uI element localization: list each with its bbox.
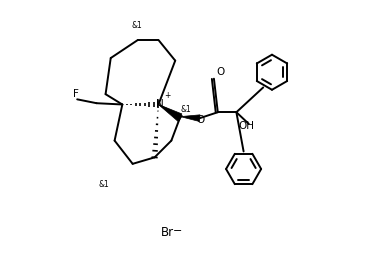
Polygon shape xyxy=(159,104,182,119)
Text: Br: Br xyxy=(161,226,174,239)
Text: O: O xyxy=(217,67,225,77)
Text: O: O xyxy=(196,115,204,125)
Text: F: F xyxy=(73,89,79,99)
Text: +: + xyxy=(165,92,171,100)
Text: −: − xyxy=(173,226,182,236)
Text: &1: &1 xyxy=(131,21,142,30)
Polygon shape xyxy=(159,104,182,122)
Text: &1: &1 xyxy=(99,180,110,189)
Text: OH: OH xyxy=(238,122,255,131)
Text: N: N xyxy=(156,100,164,109)
Polygon shape xyxy=(180,115,200,122)
Text: &1: &1 xyxy=(180,105,191,114)
